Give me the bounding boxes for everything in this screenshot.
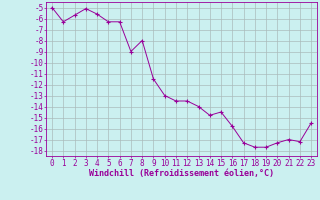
X-axis label: Windchill (Refroidissement éolien,°C): Windchill (Refroidissement éolien,°C) <box>89 169 274 178</box>
